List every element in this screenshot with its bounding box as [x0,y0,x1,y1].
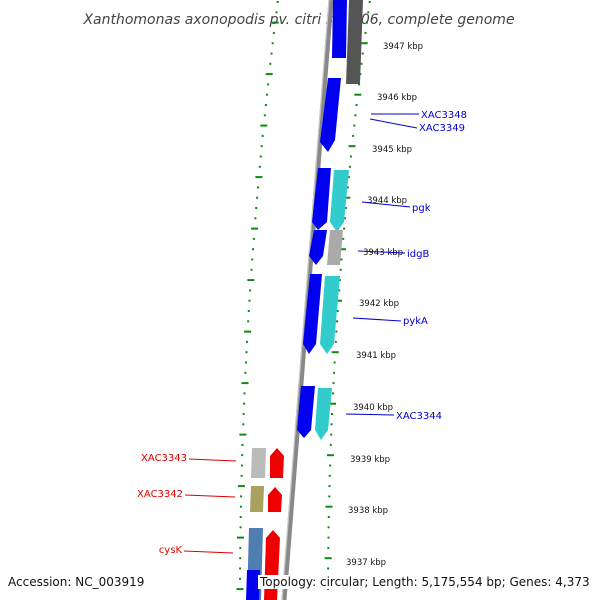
kbp-label: 3944 kbp [367,196,407,206]
kbp-label: 3945 kbp [372,145,412,155]
gene-arrow-red [264,530,280,600]
kbp-label: 3939 kbp [350,455,390,465]
kbp-label: 3947 kbp [383,42,423,52]
gene-label-xac3348[interactable]: XAC3348 [421,110,467,121]
kbp-label: 3941 kbp [356,351,396,361]
gene-arrow-blue [309,230,327,265]
gene-arrow-blue [297,386,315,438]
forward-gene-labels: XAC3348 XAC3349 pgk idgB pykA XAC3344 [345,110,467,422]
gene-arrow-cyan [320,276,340,354]
gene-arrow-blue [312,168,331,230]
gene-label-xac3344[interactable]: XAC3344 [396,411,442,422]
kbp-label: 3946 kbp [377,93,417,103]
kbp-label: 3940 kbp [353,403,393,413]
gene-label-xac3349[interactable]: XAC3349 [419,123,465,134]
reverse-gene-labels: XAC3343 XAC3342 cysK [137,453,237,556]
gene-arrow-blue [320,78,341,152]
gene-label-xac3342[interactable]: XAC3342 [137,489,183,500]
topology-text: Topology: circular; Length: 5,175,554 bp… [258,575,592,589]
gene-arrow-olive [250,486,264,512]
kbp-label: 3942 kbp [359,299,399,309]
inner-tick-ruler [236,1,279,591]
gene-arrow-red [270,448,284,478]
genome-title: Xanthomonas axonopodis pv. citri str. 30… [82,12,514,28]
kbp-labels: 3947 kbp 3946 kbp 3945 kbp 3944 kbp 3943… [346,42,423,568]
outer-tick-ruler [324,1,371,591]
gene-arrow-red [268,487,282,512]
kbp-label: 3938 kbp [348,506,388,516]
gene-arrow-blue [303,274,322,354]
gene-label-xac3343[interactable]: XAC3343 [141,453,187,464]
gene-label-pyka[interactable]: pykA [403,316,428,327]
gene-label-idgb[interactable]: idgB [407,249,429,260]
gene-arrow-cyan [330,170,349,232]
forward-strand-genes [297,0,363,440]
gene-arrow-gray [327,230,343,265]
gene-arrow-blue [332,0,347,58]
kbp-label: 3943 kbp [363,248,403,258]
gene-arrow-blue [246,570,260,600]
gene-arrow-gray [251,448,266,478]
gene-arrow-cyan [315,388,332,440]
gene-arrow-darkgray [346,0,363,84]
accession-text: Accession: NC_003919 [8,575,145,589]
reverse-strand-genes [246,448,284,600]
kbp-label: 3937 kbp [346,558,386,568]
gene-label-pgk[interactable]: pgk [412,203,431,214]
gene-label-cysk[interactable]: cysK [159,545,183,556]
